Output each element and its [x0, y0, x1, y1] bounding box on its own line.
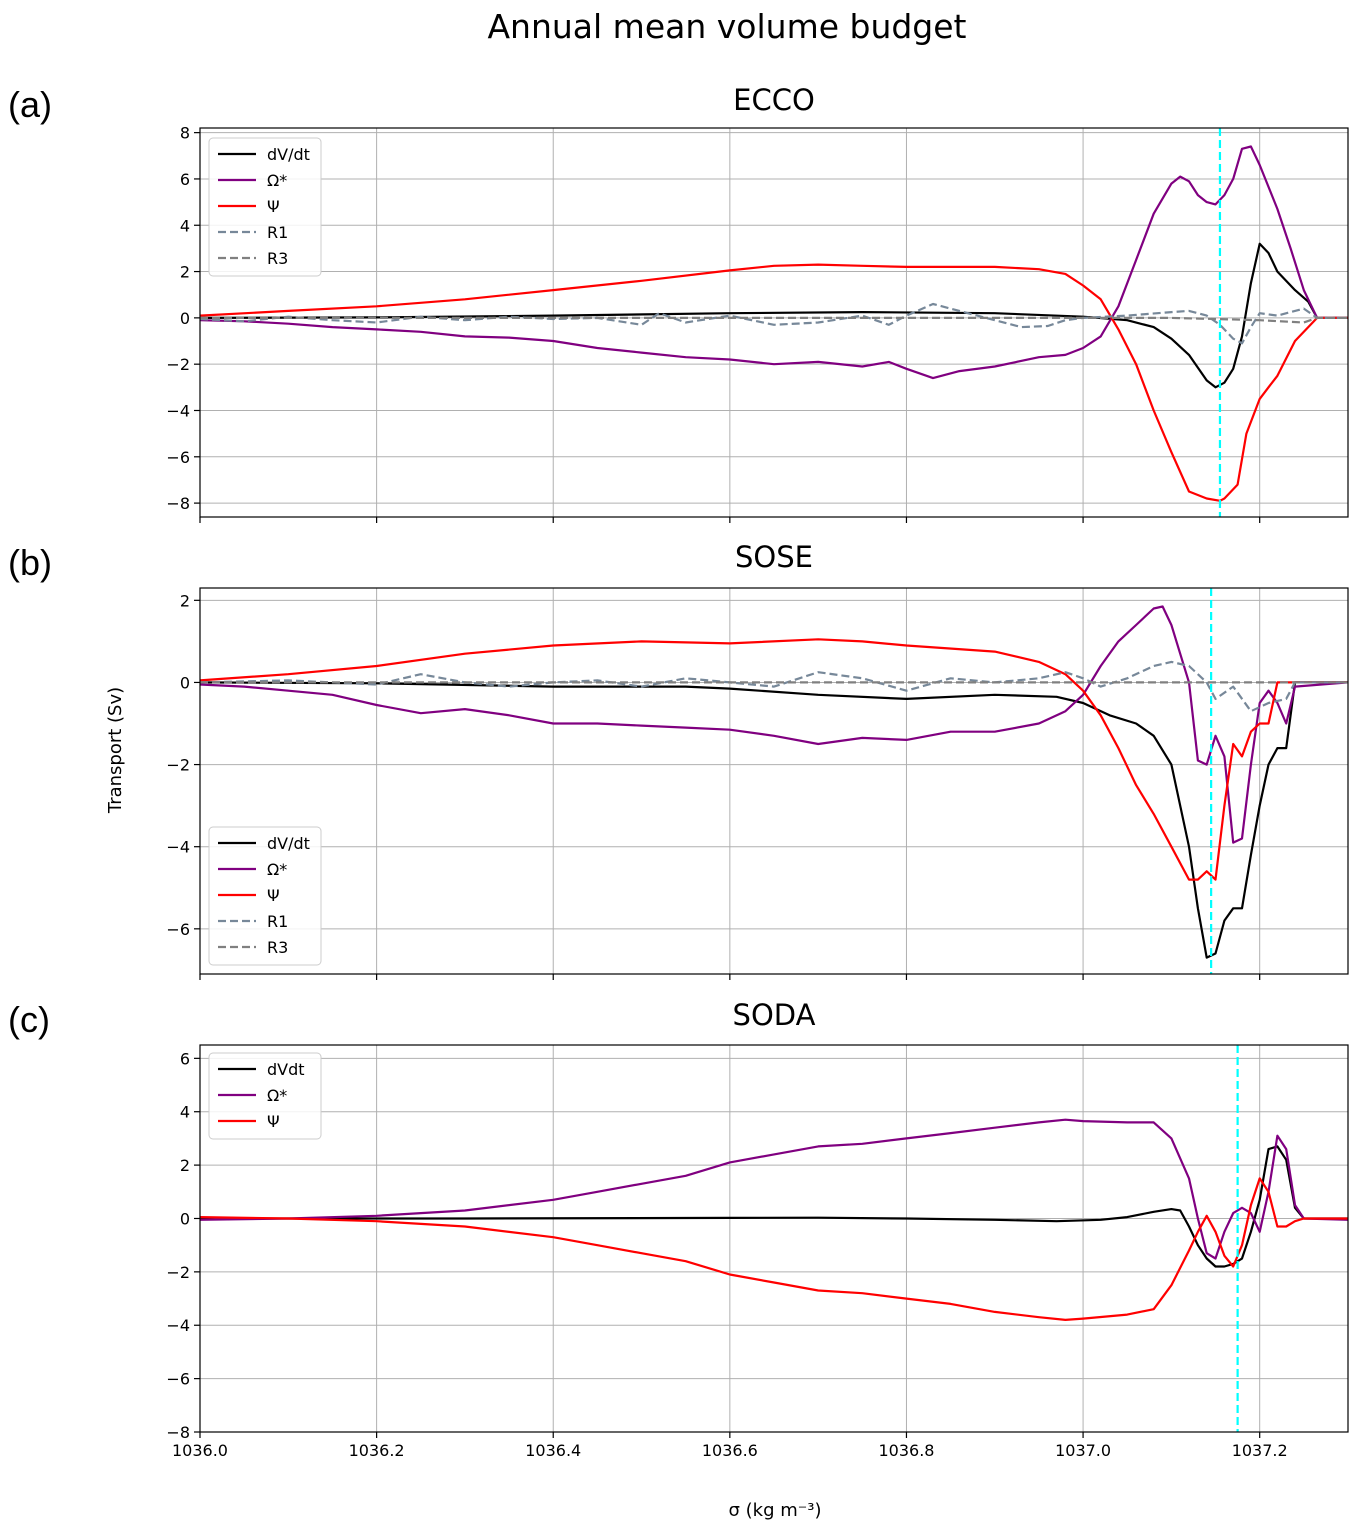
y-tick-label: −6: [166, 920, 190, 939]
panel-ecco: (a) ECCO −8 −6 −4 −2 0 2 4 6 8 dV/dt Ω* Ψ R1 R3: [8, 83, 1349, 523]
series-line-psi: [200, 638, 1348, 881]
y-tick-label: −4: [166, 1316, 190, 1335]
y-tick-label: −2: [166, 1263, 190, 1282]
series-line-r1: [200, 302, 1348, 345]
series-group: [200, 145, 1348, 502]
y-tick-label: 4: [180, 216, 190, 235]
series-group: [200, 1118, 1348, 1321]
legend-label-dvdt: dV/dt: [267, 145, 310, 164]
y-tick-label: −8: [166, 494, 190, 513]
legend-label-r1: R1: [267, 223, 288, 242]
legend-box: [208, 826, 322, 966]
legend-label-r3: R3: [267, 938, 288, 957]
series-line-omega: [200, 605, 1348, 844]
y-tick-label: 8: [180, 124, 190, 143]
x-tick-label: 1037.2: [1232, 1441, 1288, 1460]
y-tick-label: 0: [180, 1209, 190, 1228]
legend-label-omega: Ω*: [267, 1086, 287, 1105]
legend-label-r1: R1: [267, 912, 288, 931]
legend-label-dvdt: dV/dt: [267, 834, 310, 853]
x-tick-label: 1036.2: [349, 1441, 405, 1460]
y-tick-label: 6: [180, 1049, 190, 1068]
x-tick-label: 1036.4: [525, 1441, 581, 1460]
panel-label: (a): [8, 84, 52, 125]
legend-label-dvdt: dVdt: [267, 1060, 305, 1079]
legend: dV/dt Ω* Ψ R1 R3: [208, 137, 322, 277]
legend-label-psi: Ψ: [267, 197, 280, 216]
y-tick-label: −6: [166, 1370, 190, 1389]
legend-box: [208, 137, 322, 277]
series-line-dvdt: [200, 1145, 1348, 1268]
axes-frame: [199, 127, 1349, 518]
y-tick-label: 2: [180, 1156, 190, 1175]
axes-frame: [199, 587, 1349, 975]
x-tick-label: 1036.0: [172, 1441, 228, 1460]
y-tick-label: 4: [180, 1103, 190, 1122]
legend-box: [208, 1052, 322, 1140]
y-axis-label: Transport (Sv): [105, 687, 126, 814]
y-tick-label: 0: [180, 673, 190, 692]
series-line-psi: [200, 1177, 1348, 1321]
legend-label-omega: Ω*: [267, 860, 287, 879]
series-line-omega: [200, 145, 1348, 380]
panel-sose: (b) SOSE −6 −4 −2 0 2 dV/dt Ω* Ψ R1 R3: [8, 540, 1349, 980]
y-tick-label: −2: [166, 756, 190, 775]
y-tick-label: 2: [180, 263, 190, 282]
y-tick-label: −4: [166, 401, 190, 420]
y-tick-label: 6: [180, 170, 190, 189]
figure-title: Annual mean volume budget: [487, 7, 966, 46]
series-line-psi: [200, 263, 1348, 502]
y-tick-label: −6: [166, 448, 190, 467]
panel-label: (c): [8, 999, 50, 1040]
x-tick-label: 1036.6: [702, 1441, 758, 1460]
y-tick-label: −8: [166, 1423, 190, 1442]
panel-soda: (c) SODA 1036.0 1036.2 1036.4 1036.6 1036.8 103…: [8, 998, 1349, 1460]
panel-title: SOSE: [735, 540, 813, 574]
panel-title: ECCO: [733, 83, 815, 117]
series-line-omega: [200, 1118, 1348, 1260]
series-line-dvdt: [200, 681, 1348, 959]
axes-frame: [199, 1044, 1349, 1433]
y-tick-label: 2: [180, 591, 190, 610]
x-tick-label: 1036.8: [878, 1441, 934, 1460]
legend-label-omega: Ω*: [267, 171, 287, 190]
series-group: [200, 605, 1348, 959]
legend-label-psi: Ψ: [267, 886, 280, 905]
series-line-r3: [200, 316, 1348, 324]
legend: dV/dt Ω* Ψ R1 R3: [208, 826, 322, 966]
y-tick-label: −2: [166, 355, 190, 374]
series-line-dvdt: [200, 242, 1348, 389]
y-tick-label: −4: [166, 838, 190, 857]
legend-label-r3: R3: [267, 249, 288, 268]
panel-title: SODA: [733, 998, 816, 1032]
x-axis-label: σ (kg m⁻³): [729, 1500, 822, 1521]
panel-label: (b): [8, 542, 52, 583]
y-tick-label: 0: [180, 309, 190, 328]
legend-label-psi: Ψ: [267, 1112, 280, 1131]
x-tick-label: 1037.0: [1055, 1441, 1111, 1460]
legend: dVdt Ω* Ψ: [208, 1052, 322, 1140]
